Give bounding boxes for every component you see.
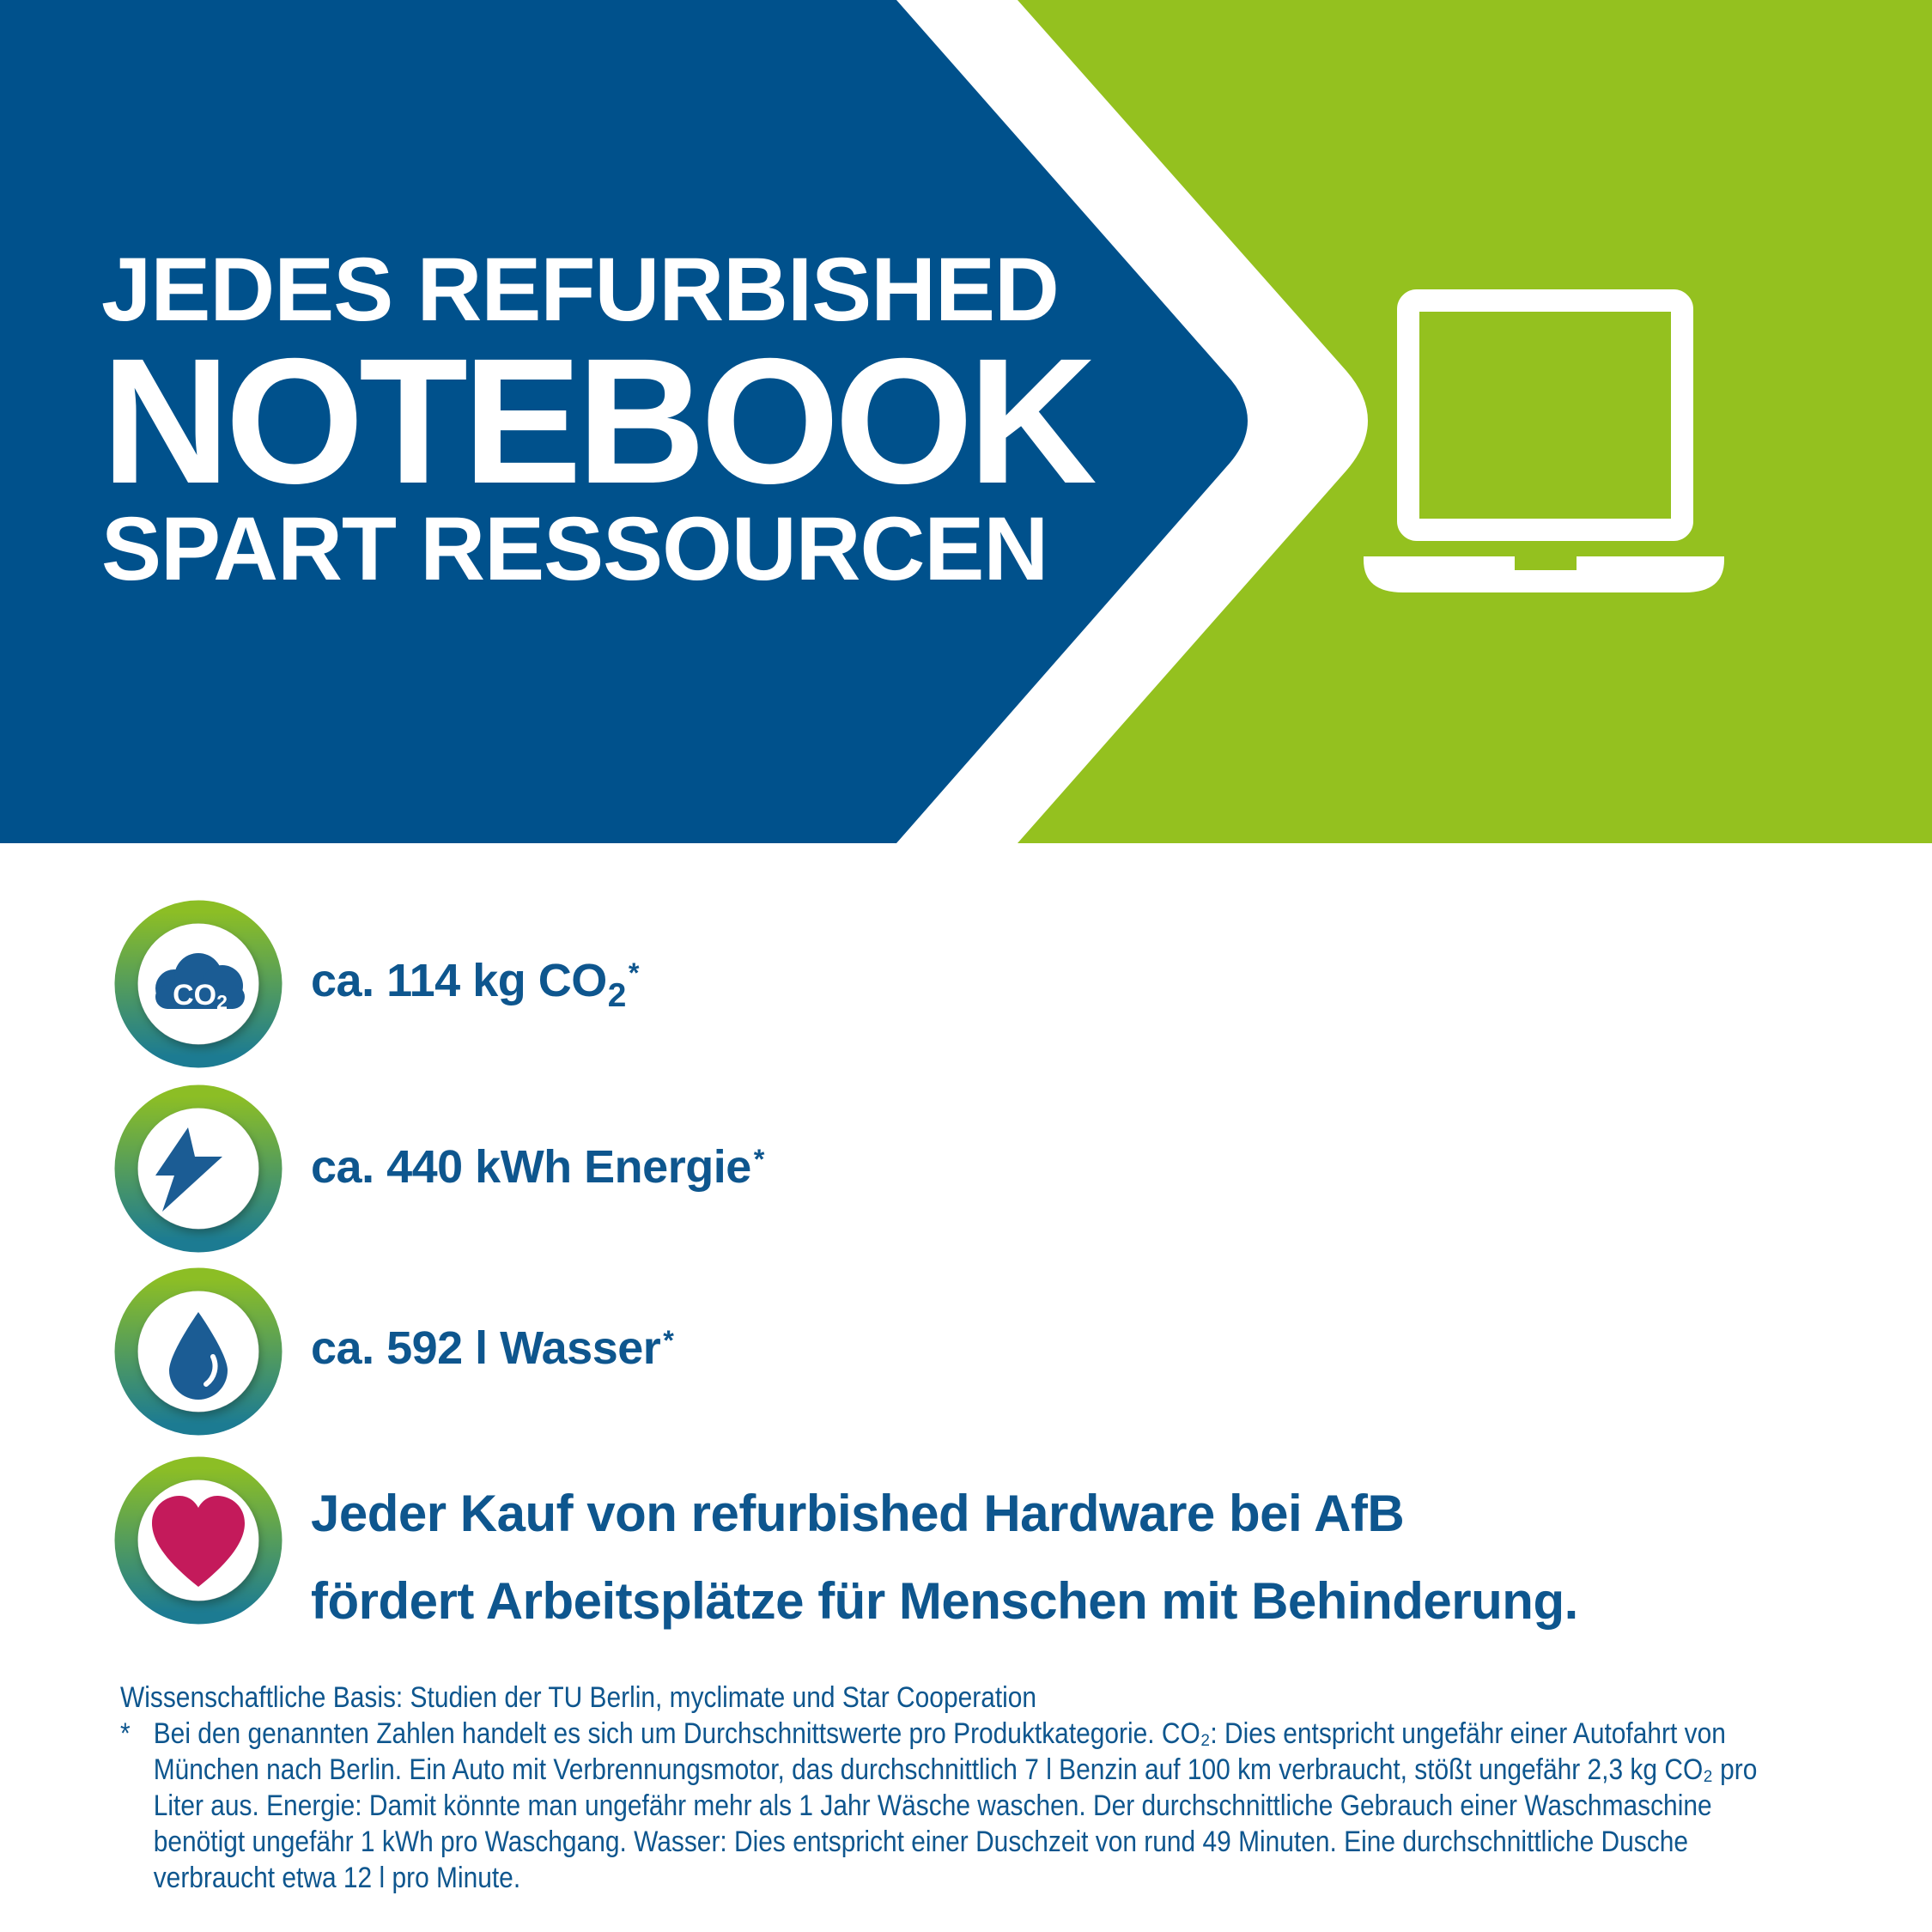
benefit-co2: ca. 114 kg CO2*: [311, 955, 640, 1012]
benefit-co2-text: ca. 114 kg CO: [311, 955, 607, 1006]
benefit-water-asterisk: *: [663, 1325, 674, 1357]
heart-ring-icon: [114, 1456, 283, 1625]
footnote-line: verbraucht etwa 12 l pro Minute.: [153, 1862, 521, 1894]
statement-line2: fördert Arbeitsplätze für Menschen mit B…: [311, 1572, 1578, 1630]
energy-ring-icon: [114, 1084, 283, 1253]
banner: [0, 0, 1932, 843]
banner-title-line2: NOTEBOOK: [101, 322, 1097, 521]
heart-icon: [152, 1496, 245, 1587]
statement: Jeder Kauf von refurbished Hardware bei …: [311, 1470, 1578, 1645]
benefit-co2-asterisk: *: [628, 957, 640, 989]
footnote-asterisk: *: [120, 1717, 131, 1750]
co2-ring-icon: CO2: [114, 900, 283, 1068]
benefit-water: ca. 592 l Wasser*: [311, 1322, 674, 1374]
co2-cloud-label: CO2: [173, 979, 228, 1013]
footnote-source-line: Wissenschaftliche Basis: Studien der TU …: [120, 1681, 1037, 1714]
benefit-energy-asterisk: *: [753, 1144, 765, 1176]
benefit-co2-subscript: 2: [607, 976, 627, 1014]
benefit-energy: ca. 440 kWh Energie*: [311, 1144, 764, 1190]
banner-title-line1: JEDES REFURBISHED: [101, 240, 1060, 340]
banner-title-line3: SPART RESSOURCEN: [101, 499, 1048, 599]
footnote-line: Liter aus. Energie: Damit könnte man ung…: [153, 1789, 1712, 1822]
footnote-line: * Bei den genannten Zahlen handelt es sic…: [120, 1717, 1726, 1750]
footnote-line: benötigt ungefähr 1 kWh pro Waschgang. W…: [153, 1826, 1688, 1858]
green-panel: [1018, 0, 1932, 843]
water-ring-icon: [114, 1267, 283, 1436]
laptop-icon: [1364, 289, 1724, 592]
benefit-energy-text: ca. 440 kWh Energie: [311, 1141, 751, 1193]
water-drop-icon: [169, 1312, 228, 1400]
statement-line1: Jeder Kauf von refurbished Hardware bei …: [311, 1485, 1405, 1542]
benefit-water-text: ca. 592 l Wasser: [311, 1322, 661, 1374]
co2-cloud-icon: CO2: [155, 953, 245, 1013]
lightning-icon: [155, 1127, 222, 1212]
footnote: Wissenschaftliche Basis: Studien der TU …: [120, 1680, 1757, 1896]
blue-arrow-panel: [0, 0, 1248, 843]
footnote-line: München nach Berlin. Ein Auto mit Verbre…: [153, 1753, 1758, 1786]
